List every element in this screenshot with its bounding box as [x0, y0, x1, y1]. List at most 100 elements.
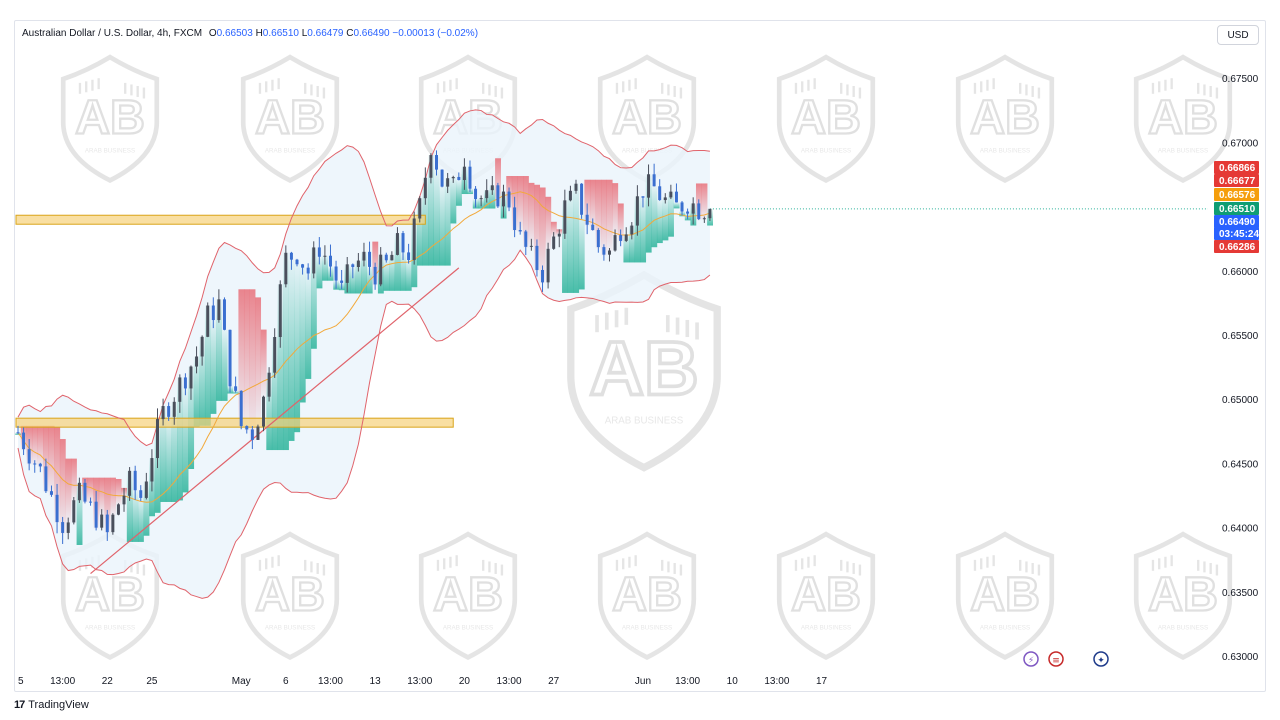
candle-body [105, 514, 109, 533]
candle [44, 458, 48, 493]
candle-body [697, 203, 701, 220]
tradingview-logo[interactable]: 17 TradingView [14, 699, 89, 711]
candle-body [535, 245, 539, 270]
candle-body [435, 155, 438, 170]
candle [362, 242, 366, 267]
candle-body [139, 490, 143, 498]
candle-body [38, 463, 42, 467]
svg-text:ARAB BUSINESS: ARAB BUSINESS [85, 624, 135, 631]
x-tick-label: 13:00 [407, 676, 432, 687]
price-tag: 0.66286 [1214, 240, 1259, 253]
candle-body [217, 299, 221, 321]
svg-text:ARAB BUSINESS: ARAB BUSINESS [980, 147, 1030, 154]
candle-body [674, 191, 678, 203]
candle-body [295, 259, 299, 265]
candle [239, 390, 243, 430]
candle [485, 179, 489, 203]
candle [228, 329, 232, 393]
y-tick-label: 0.67000 [1222, 138, 1259, 149]
candle [105, 509, 109, 541]
open-label: O [208, 28, 217, 39]
candle [55, 483, 59, 534]
candle-body [122, 495, 126, 505]
svg-text:AB: AB [75, 568, 145, 622]
candle [33, 460, 37, 473]
candle [340, 269, 344, 290]
svg-text:ARAB BUSINESS: ARAB BUSINESS [622, 624, 672, 631]
cloud-bear [584, 179, 591, 226]
candle-body [418, 198, 422, 219]
candle-body [362, 251, 366, 261]
candle-body [111, 514, 115, 533]
cloud-bull [361, 251, 368, 294]
cloud-bull [355, 260, 362, 294]
symbol-legend[interactable]: Australian Dollar / U.S. Dollar, 4h, FXC… [22, 28, 478, 39]
candle [446, 172, 450, 194]
candle [384, 252, 388, 263]
cloud-bull [394, 233, 401, 291]
candle-body [596, 229, 600, 248]
candle-body [485, 190, 489, 199]
svg-text:≡: ≡ [1052, 656, 1060, 666]
y-tick-label: 0.64000 [1222, 524, 1259, 535]
candle-body [429, 155, 433, 178]
au-flag-icon[interactable]: ✦ [1093, 651, 1109, 667]
cloud-bear [71, 458, 77, 502]
candle [16, 425, 20, 434]
candle [328, 244, 332, 277]
candle-body [356, 260, 360, 268]
cloud-bear [31, 425, 38, 465]
candle [22, 427, 26, 456]
us-flag-icon[interactable]: ≡ [1048, 651, 1064, 667]
candle-body [317, 247, 321, 257]
candle-body [22, 432, 26, 450]
cloud-bull [416, 198, 423, 266]
svg-text:ARAB BUSINESS: ARAB BUSINESS [801, 147, 851, 154]
candle-body [144, 481, 148, 498]
candle-body [647, 174, 651, 198]
currency-selector[interactable]: USD [1217, 25, 1259, 45]
candle-body [708, 208, 712, 219]
svg-text:AB: AB [255, 568, 325, 622]
candle [278, 280, 282, 348]
candle-body [507, 191, 511, 208]
candle-body [284, 252, 288, 285]
chart-pane[interactable] [14, 20, 1266, 692]
candle-body [183, 377, 187, 389]
candle [334, 260, 338, 289]
candle [167, 402, 171, 421]
lightning-icon[interactable]: ⚡ [1023, 651, 1039, 667]
candle [289, 251, 293, 270]
candle [674, 183, 678, 203]
candle-body [239, 390, 243, 427]
cloud-bull [578, 214, 585, 290]
cloud-bull [350, 267, 356, 294]
candle [451, 175, 455, 183]
candle [77, 477, 81, 503]
candle [529, 238, 533, 251]
candle [574, 179, 578, 194]
candle [222, 297, 226, 331]
candle [306, 263, 310, 280]
candle-body [27, 449, 31, 464]
high-value: 0.66510 [262, 28, 299, 39]
candle [602, 244, 606, 261]
candle-body [451, 176, 455, 179]
candle-body [580, 183, 584, 215]
cloud-bear [238, 289, 245, 428]
candle [479, 195, 483, 207]
high-label: H [255, 28, 263, 39]
candle-body [384, 254, 388, 261]
cloud-bear [617, 203, 624, 242]
cloud-bull [137, 497, 144, 542]
candle [635, 185, 639, 236]
cloud-bull [629, 225, 635, 263]
candle [546, 242, 550, 289]
candle [72, 496, 76, 525]
candle [418, 196, 422, 223]
candle [111, 513, 115, 535]
cloud-bull [271, 337, 278, 451]
candle-body [312, 247, 316, 274]
candle-body [446, 178, 450, 187]
